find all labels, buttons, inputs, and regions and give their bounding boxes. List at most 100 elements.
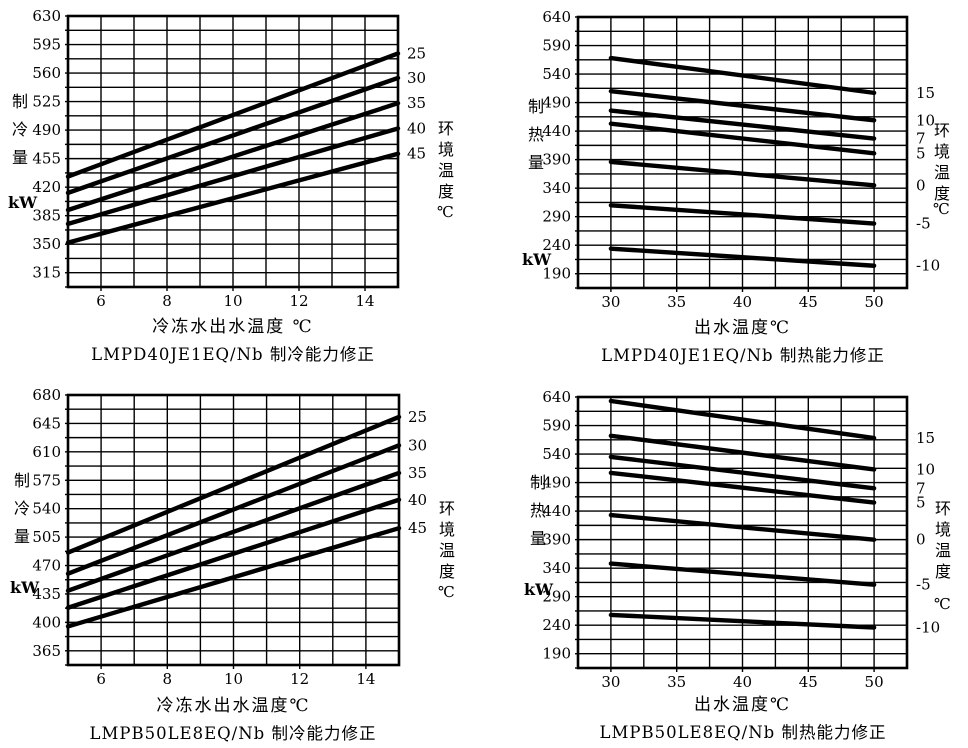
y-tick-label: 525 <box>32 93 61 111</box>
y-axis-unit: kW <box>524 580 554 599</box>
series-label-30: 30 <box>408 436 427 454</box>
y-tick-label: 365 <box>32 642 61 660</box>
y-tick-label: 455 <box>32 150 61 168</box>
series-line-30 <box>65 443 402 576</box>
y-tick-label: 390 <box>542 531 571 549</box>
series-label-5: 5 <box>916 144 926 162</box>
x-tick-label: 10 <box>223 292 242 310</box>
y-tick-label: 440 <box>542 122 571 140</box>
y-tick-label: 490 <box>32 121 61 139</box>
lmpb50-cooling-plot: 365 400 435 470 505 540 575 610 645 680 6 8 10 12 14 25… <box>32 386 427 688</box>
x-tick-label: 35 <box>667 293 686 311</box>
series-line-40 <box>65 126 401 227</box>
y-tick-label: 490 <box>542 94 571 112</box>
y-tick-label: 540 <box>32 500 61 518</box>
x-tick-label: 35 <box>667 673 686 691</box>
series-line-15 <box>608 55 877 96</box>
y-tick-label: 575 <box>32 471 61 489</box>
right-axis-unit: ℃ <box>438 583 455 601</box>
y-tick-label: 350 <box>32 235 61 253</box>
x-tick-label: 14 <box>355 292 374 310</box>
series-label-45: 45 <box>407 145 426 163</box>
series-line-5 <box>608 121 877 156</box>
x-tick-label: 50 <box>865 673 884 691</box>
y-tick-label: 385 <box>32 207 61 225</box>
series-label-5: 5 <box>916 494 926 512</box>
series-label--5: -5 <box>916 576 931 594</box>
lmpd40-cooling-plot: 315 350 385 420 455 490 525 560 595 630 6 8 10 12 14 25… <box>32 7 426 310</box>
y-tick-label: 590 <box>542 417 571 435</box>
series-line--5 <box>608 561 877 587</box>
series-label-25: 25 <box>408 408 427 426</box>
y-axis-unit: kW <box>10 578 40 597</box>
y-tick-label: 240 <box>542 236 571 254</box>
y-tick-label: 290 <box>542 588 571 606</box>
series-line-45 <box>65 151 401 245</box>
right-axis-title: 环境温度 <box>931 122 950 206</box>
y-axis-title: 制冷量 <box>11 472 30 556</box>
chart-caption: LMPB50LE8EQ/Nb 制热能力修正 <box>599 723 887 742</box>
series-line-0 <box>608 159 877 188</box>
x-tick-label: 6 <box>96 670 106 688</box>
y-tick-label: 540 <box>542 65 571 83</box>
right-axis-title: 环境温度 <box>435 120 454 204</box>
series-line-0 <box>608 512 877 542</box>
x-tick-label: 10 <box>224 670 243 688</box>
series-label-15: 15 <box>916 84 935 102</box>
chart-block-lmpd40-cooling: 315 350 385 420 455 490 525 560 595 630 6 8 10 12 14 25… <box>0 0 484 374</box>
series-line-10 <box>608 433 877 472</box>
y-tick-label: 340 <box>542 559 571 577</box>
y-tick-label: 490 <box>542 474 571 492</box>
y-tick-label: 645 <box>32 414 61 432</box>
series-label-45: 45 <box>408 519 427 537</box>
series-label-10: 10 <box>916 111 935 129</box>
right-axis-title: 环境温度 <box>436 500 455 584</box>
y-tick-label: 290 <box>542 208 571 226</box>
y-tick-label: 190 <box>542 265 571 283</box>
series-line-30 <box>65 75 401 196</box>
right-axis-unit: ℃ <box>933 200 950 218</box>
chart-block-lmpd40-heating: 190 240 290 340 390 440 490 540 590 640 30 35 40 45 50… <box>484 0 968 374</box>
y-tick-label: 590 <box>542 37 571 55</box>
chart-caption: LMPD40JE1EQ/Nb 制冷能力修正 <box>91 345 375 364</box>
y-tick-label: 420 <box>32 178 61 196</box>
series-line--10 <box>608 612 877 630</box>
series-line--5 <box>608 203 877 226</box>
y-tick-label: 540 <box>542 445 571 463</box>
y-tick-label: 595 <box>32 36 61 54</box>
y-tick-label: 610 <box>32 443 61 461</box>
series-line-40 <box>65 497 402 610</box>
series-label--10: -10 <box>916 257 940 275</box>
y-tick-label: 640 <box>542 388 571 406</box>
series-line-35 <box>65 470 402 593</box>
x-axis-label: 出水温度℃ <box>693 318 792 338</box>
series-line-10 <box>608 88 877 123</box>
series-label-35: 35 <box>408 464 427 482</box>
x-axis-label: 冷冻水出水温度℃ <box>156 696 311 716</box>
y-tick-label: 240 <box>542 616 571 634</box>
series-line-7 <box>608 108 877 141</box>
y-axis-unit: kW <box>8 193 38 212</box>
y-tick-label: 190 <box>542 645 571 663</box>
series-label-7: 7 <box>916 479 926 497</box>
chart-block-lmpb50-cooling: 365 400 435 470 505 540 575 610 645 680 6 8 10 12 14 25… <box>0 374 484 748</box>
x-tick-label: 12 <box>290 670 309 688</box>
x-tick-label: 6 <box>96 292 106 310</box>
x-tick-label: 45 <box>799 293 818 311</box>
y-tick-label: 505 <box>32 528 61 546</box>
x-tick-label: 30 <box>601 293 620 311</box>
y-tick-label: 680 <box>32 386 61 404</box>
y-tick-label: 340 <box>542 179 571 197</box>
x-tick-label: 40 <box>733 293 752 311</box>
series-label--10: -10 <box>916 618 940 636</box>
series-label-40: 40 <box>407 119 426 137</box>
series-label-10: 10 <box>916 460 935 478</box>
x-tick-label: 14 <box>356 670 375 688</box>
y-tick-label: 640 <box>542 8 571 26</box>
y-tick-label: 390 <box>542 151 571 169</box>
series-label-35: 35 <box>407 94 426 112</box>
series-label-0: 0 <box>916 176 926 194</box>
y-tick-label: 470 <box>32 557 61 575</box>
